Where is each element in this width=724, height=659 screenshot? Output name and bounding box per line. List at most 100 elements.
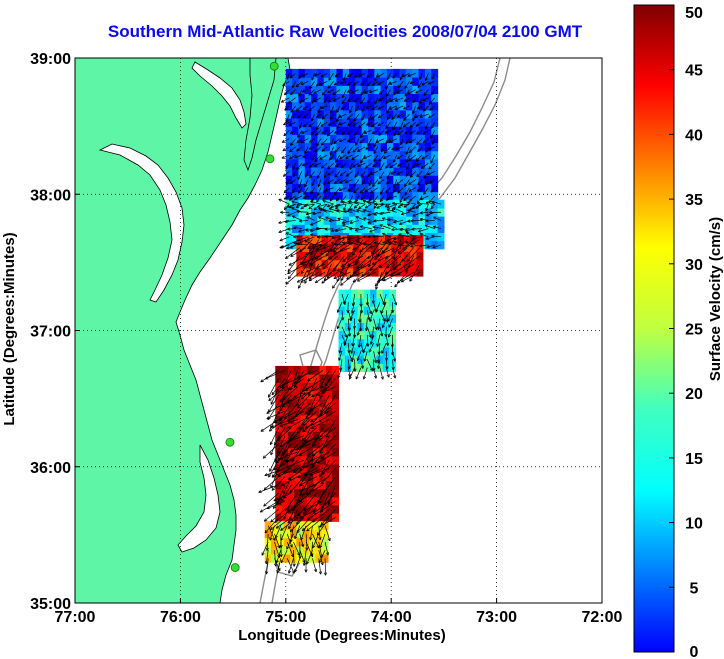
velocity-vector-head	[341, 200, 345, 203]
velocity-vector-head	[368, 90, 372, 93]
velocity-vector	[404, 179, 410, 187]
velocity-vector-head	[296, 431, 300, 433]
velocity-vector-head	[349, 274, 352, 278]
velocity-vector-head	[399, 203, 403, 206]
velocity-vector-head	[349, 110, 353, 114]
velocity-vector	[370, 334, 374, 345]
velocity-vector	[416, 130, 423, 135]
velocity-vector-head	[324, 278, 327, 282]
velocity-vector-head	[335, 160, 338, 163]
velocity-vector-head	[322, 266, 325, 270]
velocity-vector	[336, 114, 341, 123]
velocity-vector-head	[382, 217, 386, 219]
velocity-vector-head	[393, 375, 396, 379]
velocity-vector	[359, 97, 366, 104]
velocity-vector-head	[379, 211, 383, 215]
velocity-vector	[294, 525, 301, 540]
velocity-cell	[311, 191, 319, 201]
velocity-vector-head	[335, 230, 339, 233]
velocity-vector	[388, 326, 393, 338]
velocity-vector	[352, 271, 370, 283]
velocity-cell	[410, 259, 418, 269]
velocity-vector	[308, 105, 315, 112]
velocity-vector	[350, 342, 355, 354]
velocity-vector	[430, 187, 435, 193]
velocity-cell	[368, 117, 375, 127]
velocity-cell	[355, 68, 363, 78]
velocity-vector-head	[298, 76, 302, 79]
velocity-vector-head	[373, 368, 376, 372]
velocity-vector-head	[391, 229, 395, 232]
velocity-vector	[305, 228, 315, 232]
velocity-vector-head	[321, 167, 325, 169]
velocity-vector	[293, 492, 311, 507]
velocity-vector-head	[311, 483, 315, 487]
velocity-vector-head	[392, 358, 396, 362]
velocity-vector-head	[423, 141, 427, 143]
velocity-vector	[304, 171, 309, 178]
velocity-vector-head	[341, 222, 345, 225]
velocity-vector	[406, 247, 421, 262]
velocity-cell	[332, 423, 340, 432]
velocity-vector-head	[366, 101, 371, 104]
velocity-vector-head	[354, 258, 357, 262]
velocity-cell	[431, 77, 439, 86]
velocity-vector	[304, 146, 309, 154]
velocity-vector-head	[320, 482, 324, 485]
velocity-vector-head	[417, 183, 421, 186]
x-tick-label: 73:00	[476, 609, 517, 626]
velocity-vector	[377, 247, 395, 257]
velocity-vector-head	[283, 492, 286, 495]
velocity-vector	[408, 187, 416, 192]
velocity-vector-head	[292, 417, 296, 420]
velocity-vector-head	[283, 516, 287, 520]
velocity-vector-head	[290, 91, 292, 95]
velocity-vector-head	[400, 142, 404, 146]
velocity-vector-head	[308, 109, 312, 112]
velocity-vector	[412, 105, 417, 114]
velocity-cell	[361, 117, 369, 127]
velocity-cell	[393, 85, 401, 95]
velocity-vector	[403, 113, 410, 121]
velocity-vector	[286, 427, 298, 444]
velocity-vector	[376, 203, 385, 209]
velocity-vector	[394, 271, 408, 288]
velocity-vector-head	[428, 115, 431, 119]
velocity-vector-head	[316, 545, 320, 549]
velocity-vector-head	[354, 133, 358, 136]
velocity-vector	[284, 105, 290, 111]
velocity-vector	[315, 239, 332, 251]
velocity-cell	[313, 439, 321, 449]
velocity-cell	[376, 355, 384, 364]
velocity-vector	[297, 113, 303, 118]
velocity-vector-head	[341, 236, 345, 239]
velocity-vector	[312, 211, 321, 215]
velocity-cell	[412, 117, 420, 127]
velocity-vector-head	[372, 300, 375, 304]
velocity-vector-head	[339, 367, 341, 371]
velocity-vector	[363, 130, 372, 134]
velocity-vector-head	[423, 192, 427, 195]
velocity-vector-head	[273, 506, 277, 509]
velocity-vector-head	[375, 375, 378, 379]
velocity-vector	[347, 187, 353, 192]
velocity-cell	[418, 77, 426, 86]
velocity-vector-head	[372, 226, 376, 229]
velocity-vector-head	[278, 417, 282, 421]
velocity-vector-head	[412, 118, 416, 122]
velocity-vector	[299, 220, 309, 222]
velocity-vector	[305, 247, 326, 255]
velocity-vector-head	[321, 116, 324, 120]
velocity-vector-head	[279, 238, 283, 241]
velocity-vector-head	[322, 392, 326, 395]
velocity-vector-head	[301, 422, 304, 426]
velocity-vector-head	[407, 221, 411, 223]
velocity-vector-head	[415, 163, 419, 166]
velocity-vector-head	[311, 183, 315, 187]
velocity-cell	[386, 117, 394, 127]
velocity-vector	[322, 209, 334, 213]
velocity-vector-head	[411, 227, 415, 230]
velocity-cell	[380, 150, 388, 160]
velocity-vector	[358, 122, 366, 129]
velocity-vector-head	[330, 110, 334, 114]
